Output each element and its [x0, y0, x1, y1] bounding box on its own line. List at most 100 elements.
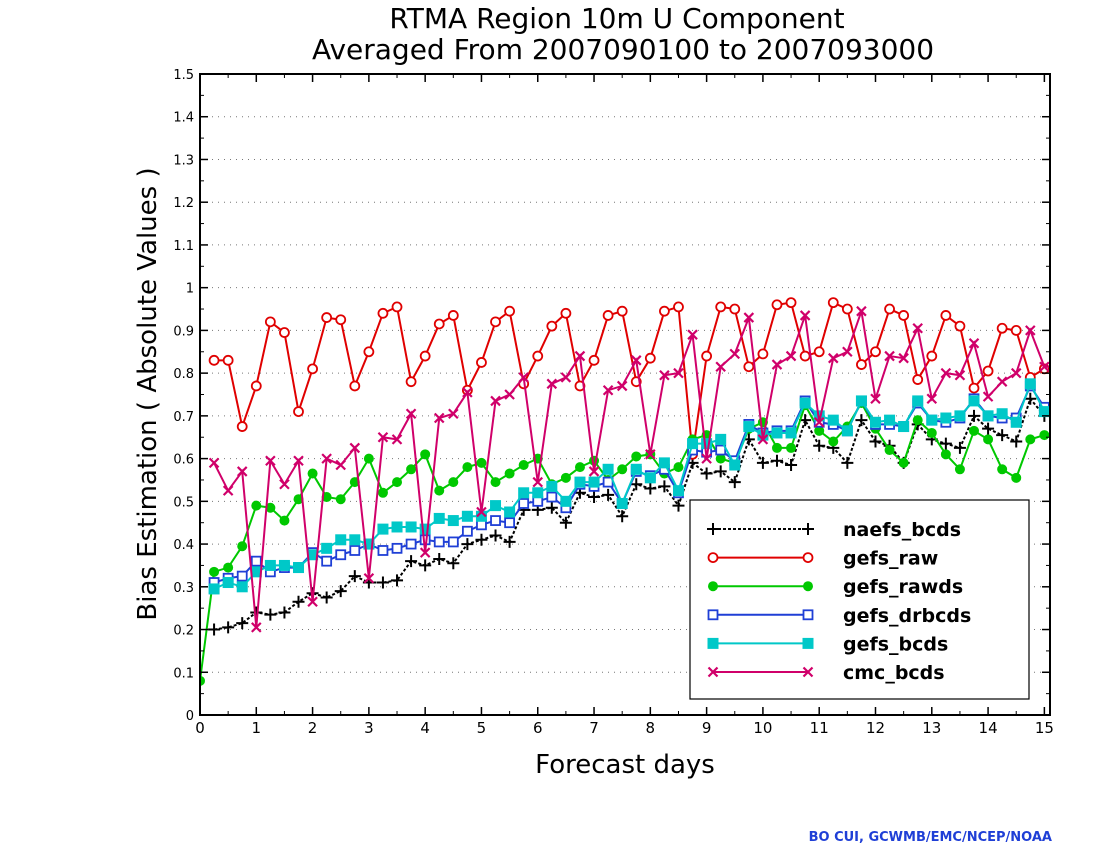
data-point-cmc_bcds [856, 305, 867, 317]
data-point-gefs_drbcds [433, 536, 445, 548]
data-point-naefs_bcds [222, 621, 235, 634]
data-point-gefs_raw [982, 365, 994, 377]
data-point-gefs_raw [476, 357, 487, 368]
data-point-gefs_rawds [406, 464, 417, 475]
x-tick-label: 7 [589, 719, 599, 737]
data-point-gefs_bcds [912, 395, 924, 407]
data-point-gefs_raw [729, 303, 741, 315]
data-point-cmc_bcds [532, 476, 544, 488]
data-point-naefs_bcds [559, 516, 572, 529]
data-point-naefs_bcds [588, 491, 601, 504]
data-point-naefs_bcds [968, 409, 981, 422]
data-point-gefs_bcds [518, 487, 530, 499]
y-tick-label: 0.2 [173, 624, 194, 639]
data-point-gefs_drbcds [377, 545, 389, 556]
data-point-gefs_raw [659, 305, 670, 317]
data-point-cmc_bcds [645, 449, 656, 460]
data-point-naefs_bcds [489, 529, 502, 542]
data-point-gefs_raw [532, 350, 544, 362]
data-point-naefs_bcds [376, 576, 389, 589]
data-point-naefs_bcds [630, 478, 643, 491]
data-point-gefs_raw [968, 382, 980, 394]
data-point-gefs_drbcds [405, 538, 417, 550]
data-point-cmc_bcds [293, 455, 304, 467]
data-point-naefs_bcds [953, 441, 966, 454]
data-point-gefs_bcds [1038, 406, 1050, 418]
data-point-gefs_bcds [405, 521, 417, 533]
data-point-gefs_bcds [363, 538, 375, 550]
data-point-gefs_drbcds [518, 498, 530, 509]
data-point-gefs_bcds [490, 500, 502, 512]
data-point-naefs_bcds [728, 476, 741, 489]
data-point-naefs_bcds [419, 559, 432, 572]
data-point-gefs_bcds [208, 583, 220, 595]
data-point-gefs_rawds [279, 515, 290, 526]
data-point-gefs_raw [898, 310, 910, 321]
data-point-naefs_bcds [756, 456, 769, 469]
data-point-naefs_bcds [869, 435, 882, 448]
data-point-gefs_rawds [828, 436, 839, 447]
y-axis-label: Bias Estimation ( Absolute Values ) [133, 167, 163, 620]
data-point-gefs_bcds [884, 414, 896, 426]
data-point-gefs_rawds [307, 468, 318, 479]
y-tick-label: 1.4 [173, 111, 194, 126]
data-point-gefs_raw [673, 301, 684, 313]
legend-marker-gefs_bcds [802, 637, 814, 649]
data-point-cmc_bcds [771, 359, 783, 370]
data-point-gefs_rawds [983, 434, 994, 445]
data-point-cmc_bcds [813, 416, 825, 428]
y-tick-label: 1.2 [173, 196, 194, 211]
data-point-cmc_bcds [476, 506, 487, 518]
data-point-cmc_bcds [884, 350, 895, 362]
data-point-cmc_bcds [462, 387, 473, 398]
data-point-gefs_bcds [855, 395, 867, 407]
y-tick-label: 0.3 [173, 581, 194, 596]
data-point-gefs_raw [349, 380, 361, 392]
series-gefs_bcds [208, 378, 1050, 595]
data-point-gefs_rawds [335, 494, 346, 505]
data-point-cmc_bcds [616, 380, 628, 392]
data-point-gefs_drbcds [349, 545, 361, 556]
data-point-gefs_drbcds [546, 491, 558, 503]
data-point-gefs_rawds [1025, 434, 1036, 445]
data-point-gefs_bcds [391, 521, 403, 533]
x-tick-label: 9 [702, 719, 712, 737]
chart-title: RTMA Region 10m U Component [389, 2, 844, 35]
x-tick-label: 1 [252, 719, 262, 737]
data-point-gefs_bcds [433, 512, 445, 524]
data-point-gefs_bcds [588, 476, 600, 488]
legend-marker-cmc_bcds [707, 666, 719, 678]
data-point-gefs_raw [701, 350, 713, 362]
data-point-gefs_rawds [560, 472, 571, 483]
data-point-gefs_rawds [1011, 472, 1022, 483]
y-tick-label: 0.6 [173, 453, 194, 468]
data-point-gefs_rawds [786, 442, 797, 453]
data-point-cmc_bcds [743, 312, 755, 323]
legend-marker-gefs_raw [707, 552, 719, 563]
data-point-gefs_raw [912, 374, 924, 385]
data-point-naefs_bcds [433, 553, 446, 566]
data-point-gefs_bcds [630, 463, 642, 475]
x-tick-label: 4 [420, 719, 430, 737]
data-point-gefs_raw [208, 354, 220, 366]
data-point-naefs_bcds [503, 535, 516, 548]
legend-box [689, 499, 1030, 700]
x-tick-label: 5 [477, 719, 487, 737]
data-point-cmc_bcds [785, 350, 797, 362]
data-point-gefs_drbcds [391, 542, 403, 554]
data-point-gefs_raw [250, 380, 262, 392]
data-point-gefs_bcds [799, 397, 811, 409]
data-point-gefs_bcds [278, 559, 290, 571]
data-point-gefs_raw [799, 350, 811, 362]
data-point-gefs_raw [954, 320, 966, 332]
data-point-naefs_bcds [334, 585, 347, 598]
data-point-naefs_bcds [770, 454, 783, 467]
x-tick-label: 3 [364, 719, 374, 737]
data-point-cmc_bcds [588, 466, 600, 477]
data-point-gefs_raw [504, 305, 516, 317]
data-point-gefs_raw [560, 307, 572, 319]
data-point-gefs_raw [321, 312, 333, 323]
data-point-gefs_rawds [1054, 431, 1063, 440]
data-point-cmc_bcds [279, 478, 290, 490]
data-point-gefs_raw [771, 299, 783, 311]
